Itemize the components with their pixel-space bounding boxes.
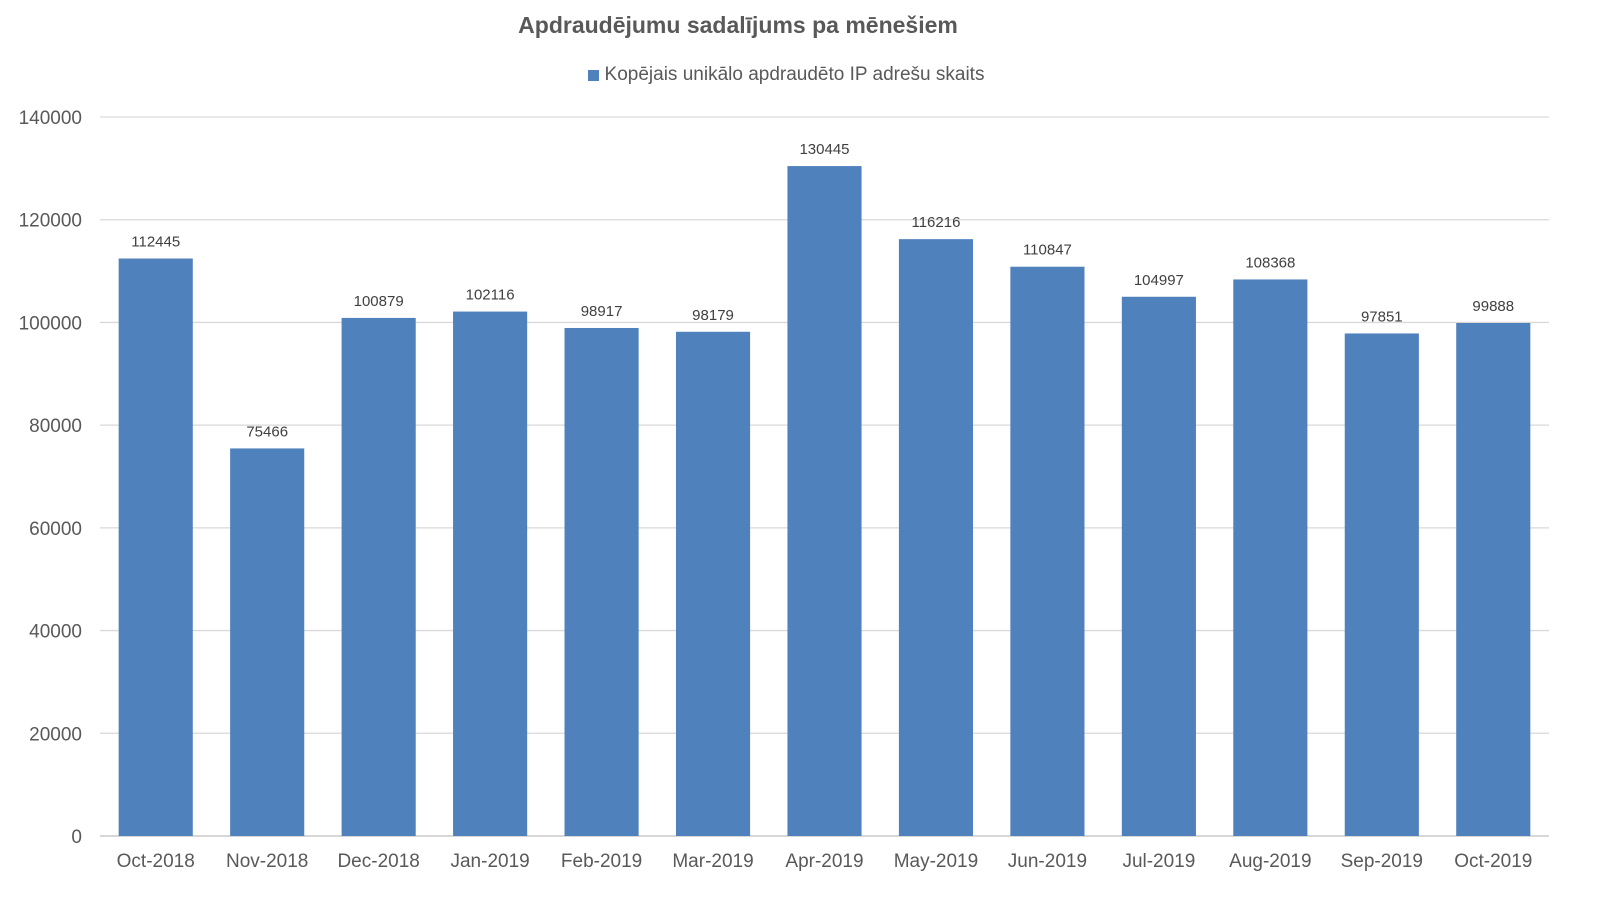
bars [118,166,1531,837]
data-label: 112445 [131,234,180,251]
x-tick-label: Sep-2019 [1341,851,1423,872]
bar [1121,296,1196,837]
y-tick-label: 0 [71,827,82,848]
y-tick-label: 20000 [29,724,82,745]
x-tick-label: Mar-2019 [672,851,753,872]
y-tick-label: 120000 [19,211,82,232]
data-labels: 112445 75466 100879 102116 98917 98179 130445 1… [131,141,1514,440]
x-tick-label: Aug-2019 [1229,851,1311,872]
y-tick-label: 40000 [29,622,82,643]
bar [564,327,639,836]
data-label: 100879 [354,293,404,310]
data-label: 110847 [1023,242,1072,259]
x-tick-label: Nov-2018 [226,851,308,872]
x-tick-label: Apr-2019 [785,851,863,872]
data-label: 99888 [1472,298,1514,315]
bar [341,317,416,836]
x-axis-ticks: Oct-2018 Nov-2018 Dec-2018 Jan-2019 Feb-2019… [117,851,1533,872]
data-label: 98179 [692,307,734,324]
y-tick-label: 80000 [29,416,82,437]
legend: Kopējais unikālo apdraudēto IP adrešu sk… [0,64,1572,86]
x-tick-label: Jul-2019 [1122,851,1195,872]
chart-title: Apdraudējumu sadalījums pa mēnešiem [518,12,958,38]
data-label: 98917 [581,303,623,320]
bar [787,166,862,836]
x-tick-label: Jun-2019 [1008,851,1087,872]
x-tick-label: Oct-2019 [1454,851,1532,872]
bar [1456,323,1531,836]
y-tick-label: 60000 [29,519,82,540]
x-tick-label: Oct-2018 [117,851,195,872]
x-tick-label: Dec-2018 [337,851,419,872]
bar [898,239,974,836]
data-label: 104997 [1134,272,1184,289]
bar [1010,266,1085,837]
data-label: 116216 [911,214,960,231]
data-label: 108368 [1245,254,1295,271]
bar [675,331,751,836]
data-label: 97851 [1361,308,1403,325]
legend-swatch [587,69,599,81]
x-tick-label: May-2019 [894,851,979,872]
legend-label: Kopējais unikālo apdraudēto IP adrešu sk… [604,64,985,85]
y-tick-label: 140000 [19,108,82,129]
x-tick-label: Jan-2019 [450,851,529,872]
y-tick-label: 100000 [19,313,82,334]
bar [1233,279,1308,837]
bar [1344,333,1419,836]
data-label: 102116 [466,287,515,304]
y-axis-ticks: 0 20000 40000 60000 80000 100000 120000 140000 [19,108,82,848]
x-tick-label: Feb-2019 [561,851,642,872]
data-label: 75466 [246,423,288,440]
bar [453,311,528,836]
data-label: 130445 [799,141,849,158]
bar [118,258,193,836]
bar [230,448,305,836]
